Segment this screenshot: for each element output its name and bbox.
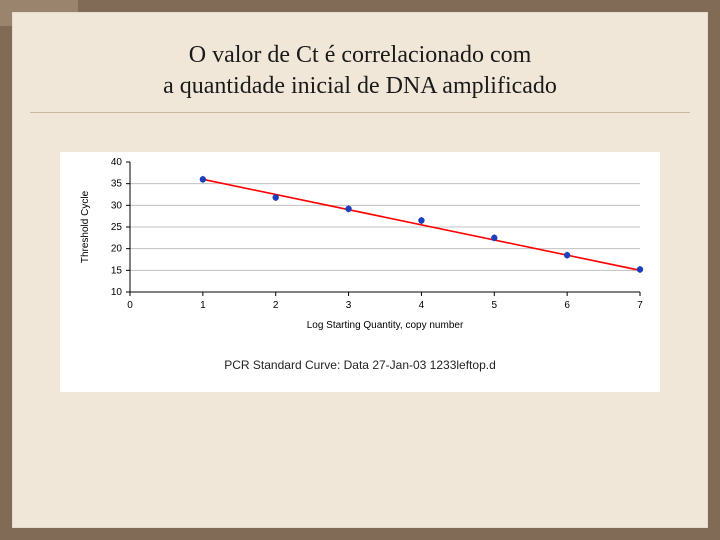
chart-subtitle: PCR Standard Curve: Data 27-Jan-03 1233l… (60, 358, 660, 372)
chart-svg: 10 15 20 25 30 35 40 0 1 2 3 4 5 6 7 Log Starting Quant… (60, 152, 660, 352)
title-line-2: a quantidade inicial de DNA amplificado (12, 71, 708, 102)
xtick-label: 7 (637, 300, 643, 311)
ytick-label: 10 (111, 287, 123, 298)
xtick-label: 4 (419, 300, 425, 311)
x-axis-label: Log Starting Quantity, copy number (307, 320, 464, 331)
xtick-label: 2 (273, 300, 279, 311)
ytick-label: 40 (111, 157, 123, 168)
slide-title: O valor de Ct é correlacionado com a qua… (12, 40, 708, 102)
ytick-label: 35 (111, 179, 123, 190)
title-rule (30, 112, 690, 113)
xtick-label: 0 (127, 300, 133, 311)
presentation-frame: O valor de Ct é correlacionado com a qua… (0, 0, 720, 540)
xtick-label: 1 (200, 300, 206, 311)
xtick-label: 5 (492, 300, 498, 311)
title-line-1: O valor de Ct é correlacionado com (12, 40, 708, 71)
slide-body: O valor de Ct é correlacionado com a qua… (12, 12, 708, 528)
ytick-label: 15 (111, 265, 123, 276)
ytick-label: 25 (111, 222, 123, 233)
standard-curve-chart: 10 15 20 25 30 35 40 0 1 2 3 4 5 6 7 Log Starting Quant… (60, 152, 660, 392)
y-axis-label: Threshold Cycle (80, 190, 91, 263)
ytick-label: 30 (111, 200, 123, 211)
xtick-label: 6 (564, 300, 570, 311)
xtick-label: 3 (346, 300, 352, 311)
ytick-label: 20 (111, 244, 123, 255)
